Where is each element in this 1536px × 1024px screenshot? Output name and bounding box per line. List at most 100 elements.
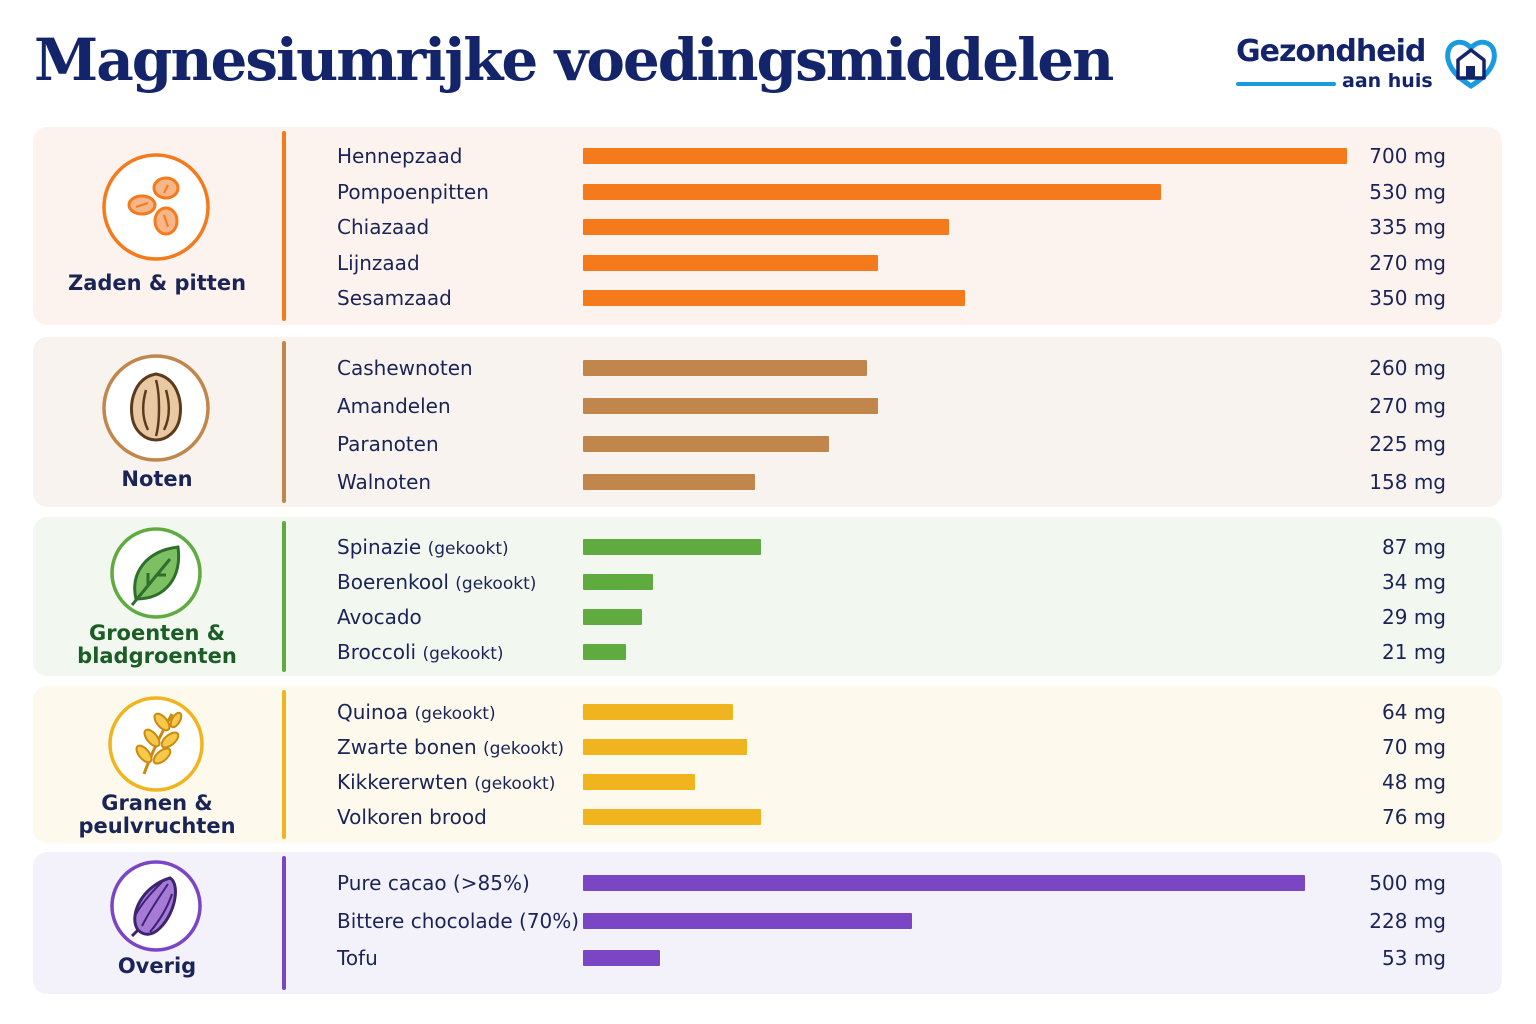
bar: [583, 398, 878, 414]
logo-text-main: Gezondheid: [1236, 34, 1426, 69]
item-qualifier: (gekookt): [414, 704, 496, 724]
bar-row: Bittere chocolade (70%) 228 mg: [33, 906, 1502, 936]
item-name-text: Cashewnoten: [337, 356, 473, 380]
bar-category-label: Broccoli (gekookt): [337, 637, 504, 667]
bar-row: Broccoli (gekookt) 21 mg: [33, 637, 1502, 667]
bar-value-label: 350 mg: [1369, 286, 1446, 310]
item-name-text: Spinazie: [337, 535, 422, 559]
bar-category-label: Pompoenpitten: [337, 177, 489, 207]
bar-row: Amandelen 270 mg: [33, 391, 1502, 421]
item-name-text: Hennepzaad: [337, 144, 463, 168]
bar: [583, 436, 829, 452]
item-name-text: Lijnzaad: [337, 250, 420, 275]
category-divider: [282, 690, 286, 839]
bar: [583, 644, 626, 660]
bar-row: Walnoten 158 mg: [33, 467, 1502, 497]
bar-category-label: Volkoren brood: [337, 802, 487, 832]
bar: [583, 875, 1305, 891]
bar-row: Spinazie (gekookt) 87 mg: [33, 532, 1502, 562]
bar: [583, 739, 747, 755]
category-label: Overig: [117, 954, 197, 978]
bar-category-label: Bittere chocolade (70%): [337, 906, 579, 936]
bar-value-label: 225 mg: [1369, 432, 1446, 456]
bar: [583, 360, 867, 376]
bar-row: Avocado 29 mg: [33, 602, 1502, 632]
bar: [583, 912, 912, 929]
item-name-text: Broccoli: [337, 640, 417, 664]
item-qualifier: (gekookt): [474, 774, 556, 794]
bar-value-label: 228 mg: [1369, 908, 1446, 933]
logo-text-sub: aan huis: [1342, 70, 1433, 92]
bar-row: Zwarte bonen (gekookt) 70 mg: [33, 732, 1502, 762]
bar-row: Sesamzaad 350 mg: [33, 283, 1502, 313]
item-name-text: Zwarte bonen: [337, 735, 477, 759]
bar-category-label: Kikkererwten (gekookt): [337, 767, 555, 797]
bar-row: Quinoa (gekookt) 64 mg: [33, 697, 1502, 727]
bar-row: Chiazaad 335 mg: [33, 212, 1502, 242]
bar-row: Pure cacao (>85%) 500 mg: [33, 868, 1502, 898]
bar: [583, 219, 949, 235]
category-section: Noten Cashewnoten 260 mg Amandelen 270 mg Par…: [33, 337, 1502, 507]
bar-category-label: Hennepzaad: [337, 141, 462, 171]
item-name-text: Pompoenpitten: [337, 179, 489, 204]
bar-category-label: Spinazie (gekookt): [337, 532, 509, 562]
item-name-text: Walnoten: [337, 470, 432, 494]
brand-logo[interactable]: Gezondheid aan huis: [1228, 30, 1508, 94]
bar-value-label: 158 mg: [1369, 470, 1446, 494]
category-divider: [282, 341, 286, 503]
category-section: Overig Pure cacao (>85%) 500 mg Bittere cho…: [33, 852, 1502, 994]
category-label: Granen & peulvruchten: [78, 791, 236, 838]
category-label: Noten: [121, 467, 193, 491]
item-name-text: Kikkererwten: [337, 770, 468, 794]
bar-category-label: Chiazaad: [337, 212, 429, 242]
item-name-text: Bittere chocolade (70%): [337, 908, 580, 933]
bar-value-label: 76 mg: [1382, 805, 1446, 829]
category-section: Granen & peulvruchten Quinoa (gekookt) 64 …: [33, 686, 1502, 843]
bar-category-label: Tofu: [337, 943, 378, 973]
bar-value-label: 48 mg: [1382, 770, 1446, 794]
bar-value-label: 530 mg: [1369, 179, 1446, 204]
seeds-icon: [102, 153, 210, 261]
bar: [583, 254, 878, 271]
item-qualifier: (gekookt): [427, 539, 509, 559]
item-name-text: Quinoa: [337, 700, 409, 724]
bar-category-label: Cashewnoten: [337, 353, 473, 383]
item-name-text: Avocado: [337, 605, 422, 629]
bar-value-label: 270 mg: [1369, 394, 1446, 418]
bar: [583, 809, 761, 825]
bar: [583, 474, 755, 490]
bar: [583, 148, 1347, 164]
bar-row: Cashewnoten 260 mg: [33, 353, 1502, 383]
bar-value-label: 270 mg: [1369, 250, 1446, 275]
bar: [583, 774, 695, 790]
bar-value-label: 500 mg: [1369, 871, 1446, 895]
cacao-icon: [110, 860, 202, 952]
item-name-text: Tofu: [337, 946, 378, 970]
category-divider: [282, 856, 286, 990]
category-section: Groenten & bladgroenten Spinazie (gekookt…: [33, 517, 1502, 676]
item-name-text: Pure cacao (>85%): [337, 871, 530, 895]
bar-value-label: 700 mg: [1369, 144, 1446, 168]
bar: [583, 574, 653, 590]
category-divider: [282, 131, 286, 321]
bar-category-label: Lijnzaad: [337, 248, 420, 278]
bar-category-label: Zwarte bonen (gekookt): [337, 732, 564, 762]
page-title: Magnesiumrijke voedingsmiddelen: [34, 26, 1114, 94]
bar: [583, 183, 1161, 200]
bar-value-label: 21 mg: [1382, 640, 1446, 664]
item-name-text: Boerenkool: [337, 570, 449, 594]
item-name-text: Volkoren brood: [337, 805, 487, 829]
bar-category-label: Sesamzaad: [337, 283, 452, 313]
item-qualifier: (gekookt): [455, 574, 537, 594]
bar: [583, 539, 761, 555]
bar-value-label: 335 mg: [1369, 215, 1446, 239]
item-name-text: Chiazaad: [337, 215, 430, 239]
bar-row: Lijnzaad 270 mg: [33, 248, 1502, 278]
heart-house-icon: [1445, 39, 1497, 89]
bar: [583, 609, 642, 625]
bar: [583, 950, 660, 966]
bar: [583, 704, 733, 720]
item-name-text: Paranoten: [337, 432, 439, 456]
bar-category-label: Amandelen: [337, 391, 451, 421]
bar-row: Boerenkool (gekookt) 34 mg: [33, 567, 1502, 597]
